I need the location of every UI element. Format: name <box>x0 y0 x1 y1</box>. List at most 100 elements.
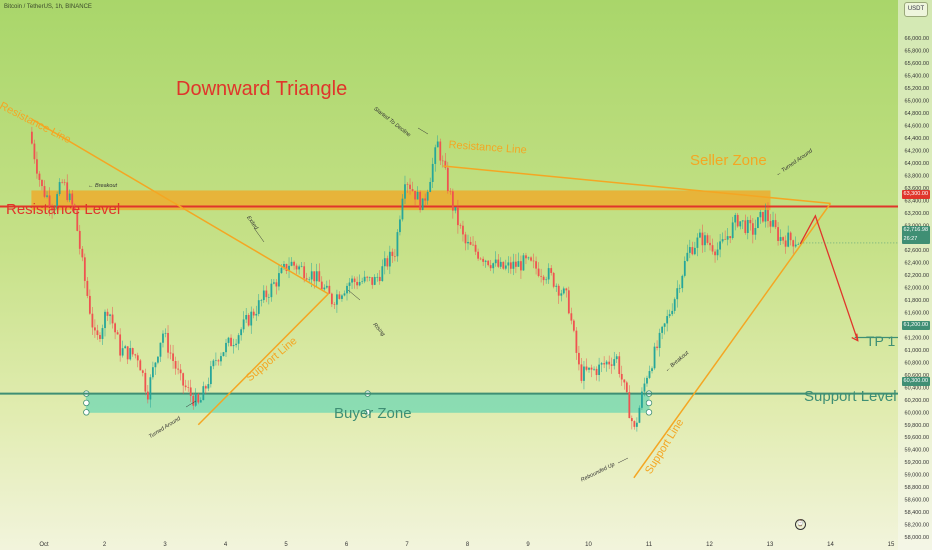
y-tick-label: 60,000.00 <box>905 410 929 416</box>
turned-around-pointer <box>185 400 197 408</box>
candle-body <box>288 265 290 271</box>
y-tick-label: 64,400.00 <box>905 136 929 142</box>
candle-body <box>197 393 200 403</box>
y-tick-label: 61,600.00 <box>905 311 929 317</box>
candle-body <box>648 371 651 378</box>
candle-body <box>789 232 792 241</box>
candle-body <box>343 293 346 296</box>
candle-body <box>225 342 227 353</box>
candle-body <box>366 276 369 278</box>
candle-body <box>782 237 785 241</box>
y-tick-label: 62,000.00 <box>905 286 929 292</box>
candle-body <box>144 372 147 392</box>
y-tick-label: 60,600.00 <box>905 373 929 379</box>
rising-pointer <box>347 289 361 301</box>
candle-body <box>182 373 185 386</box>
candle-body <box>741 220 744 222</box>
x-tick-label: 15 <box>888 542 895 548</box>
clock-icon[interactable]: ⌚ <box>795 519 806 530</box>
candle-body <box>257 300 260 314</box>
zone-handle <box>364 409 371 416</box>
candle-body <box>661 326 664 333</box>
x-tick-label: 13 <box>767 542 774 548</box>
currency-badge[interactable]: USDT <box>904 2 928 17</box>
candle-body <box>351 278 353 283</box>
candle-body <box>391 251 394 257</box>
candle-body <box>106 311 109 316</box>
candle-body <box>134 354 137 356</box>
candle-body <box>56 194 59 209</box>
candle-body <box>222 352 225 357</box>
candle-body <box>522 255 525 271</box>
candle-body <box>537 268 540 276</box>
candle-body <box>578 352 580 365</box>
candle-body <box>325 285 328 288</box>
candle-body <box>48 195 51 208</box>
candle-body <box>469 241 472 245</box>
candle-body <box>129 348 132 360</box>
candle-body <box>194 393 197 406</box>
x-tick-label: 7 <box>405 542 409 548</box>
candle-body <box>693 247 696 255</box>
candle-body <box>338 294 341 299</box>
candle-body <box>159 342 162 357</box>
y-tick-label: 61,000.00 <box>905 348 929 354</box>
y-tick-label: 65,200.00 <box>905 86 929 92</box>
candle-body <box>734 214 737 223</box>
candle-body <box>114 323 116 333</box>
candle-body <box>588 367 590 370</box>
candle-body <box>716 249 719 256</box>
candle-body <box>759 211 762 218</box>
candle-body <box>88 295 91 314</box>
candle-body <box>189 387 192 396</box>
candle-body <box>348 282 351 286</box>
candle-body <box>121 348 124 356</box>
candle-body <box>545 279 548 281</box>
candle-body <box>772 220 774 227</box>
y-tick-label: 59,000.00 <box>905 473 929 479</box>
candle-body <box>333 304 336 305</box>
candle-body <box>744 220 747 234</box>
candle-body <box>336 294 338 305</box>
candle-body <box>283 263 285 268</box>
candle-body <box>552 272 555 287</box>
candle-body <box>590 367 593 370</box>
candle-body <box>320 281 323 290</box>
y-tick-label: 59,200.00 <box>905 460 929 466</box>
y-tick-label: 64,200.00 <box>905 148 929 154</box>
candle-body <box>731 222 734 239</box>
seller-zone-label: Seller Zone <box>690 152 767 169</box>
candle-body <box>474 244 477 252</box>
candle-body <box>572 320 575 331</box>
candle-body <box>124 346 127 349</box>
candle-body <box>595 368 598 376</box>
candle-body <box>411 189 414 191</box>
zone-handle <box>83 409 90 416</box>
x-tick-label: 6 <box>345 542 349 548</box>
candle-body <box>53 208 56 211</box>
candle-body <box>31 131 33 144</box>
candle-body <box>575 330 578 353</box>
candle-body <box>363 276 366 282</box>
candle-body <box>101 328 104 339</box>
candle-body <box>136 355 139 361</box>
candle-body <box>653 346 656 369</box>
candle-body <box>278 273 280 287</box>
candle-body <box>797 244 800 245</box>
candle-body <box>99 335 101 339</box>
candle-body <box>512 261 515 269</box>
candle-body <box>43 186 46 197</box>
candle-body <box>633 421 636 427</box>
x-tick-label: 14 <box>827 542 834 548</box>
candle-body <box>409 184 411 190</box>
candle-body <box>479 258 482 260</box>
candle-body <box>83 257 86 281</box>
candle-body <box>91 313 94 328</box>
y-tick-label: 58,600.00 <box>905 498 929 504</box>
candle-body <box>164 332 167 334</box>
y-tick-label: 58,000.00 <box>905 535 929 541</box>
candle-body <box>464 234 467 244</box>
candle-body <box>368 277 371 278</box>
y-tick-label: 65,000.00 <box>905 99 929 105</box>
